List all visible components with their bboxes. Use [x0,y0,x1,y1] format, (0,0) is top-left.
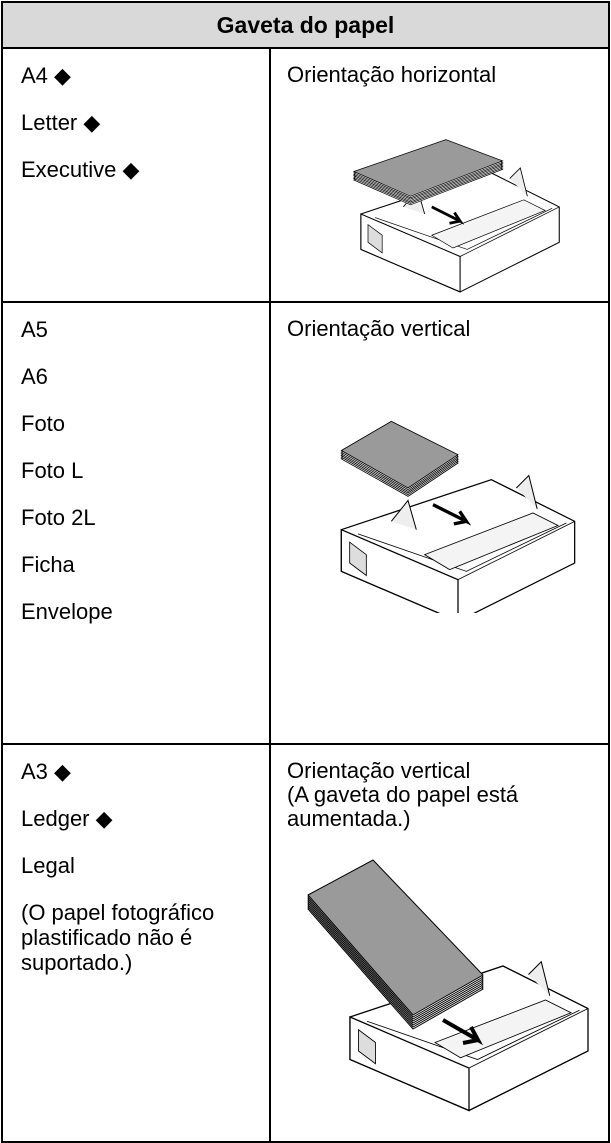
orientation-cell: Orientação horizontal [273,49,608,301]
paper-size: Foto L [21,458,84,483]
paper-size: A3 ◆ [21,759,71,784]
paper-size: A5 [21,317,48,342]
table-header: Gaveta do papel [3,3,608,49]
orientation: Orientação vertical [287,316,471,341]
paper-size: Foto 2L [21,505,96,530]
paper-size: Foto [21,411,66,436]
orientation-cell: Orientação vertical (A gaveta do papel es… [273,745,608,1141]
tray-illustration [340,420,576,613]
paper-size: Ficha [21,552,75,577]
sizes-cell: A3 ◆ Ledger ◆ Legal (O papel fotográfico pl… [3,745,271,1141]
paper-size: Ledger ◆ [21,806,113,831]
paper-size: Executive ◆ [21,157,140,182]
table-row: A5 A6 Foto Foto L Foto 2L Ficha Envelope Orient… [3,303,608,745]
paper-size: Letter ◆ [21,110,101,135]
table-row: A3 ◆ Ledger ◆ Legal (O papel fotográfico pl… [3,745,608,1141]
paper-size: A6 [21,364,48,389]
orientation-cell: Orientação vertical [273,303,608,743]
table-row: A4 ◆ Letter ◆ Executive ◆ Orientação horizo… [3,49,608,303]
tray-illustration [352,139,560,293]
orientation-note: (A gaveta do papel está aumentada.) [287,782,519,831]
orientation: Orientação vertical [287,758,471,783]
paper-size: Envelope [21,599,113,624]
paper-size: (O papel fotográfico plastificado não é … [21,900,215,975]
sizes-cell: A5 A6 Foto Foto L Foto 2L Ficha Envelope [3,303,271,743]
paper-size: A4 ◆ [21,63,71,88]
paper-size: Legal [21,853,75,878]
tray-illustration [307,859,589,1112]
sizes-cell: A4 ◆ Letter ◆ Executive ◆ [3,49,271,301]
orientation: Orientação horizontal [287,62,497,87]
